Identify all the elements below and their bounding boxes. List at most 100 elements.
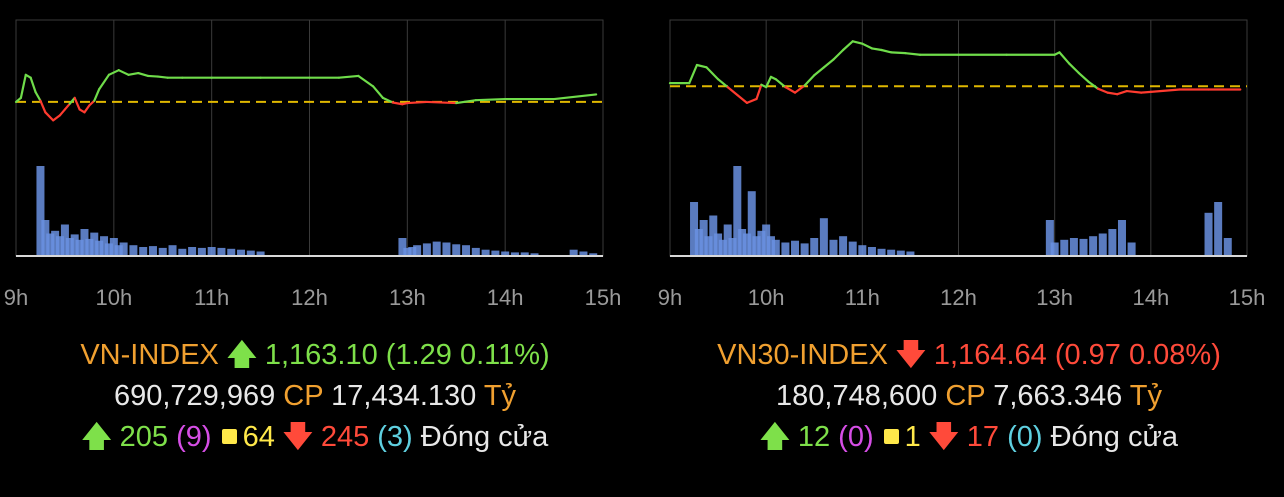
volume-bar xyxy=(1214,202,1223,256)
decliners-count: 17 xyxy=(966,421,1000,453)
price-segment xyxy=(813,66,825,77)
price-segment xyxy=(1125,89,1143,94)
volume-bar xyxy=(781,242,790,256)
market-status: Đóng cửa xyxy=(420,421,549,453)
volume-bar xyxy=(520,252,529,256)
volume-bar xyxy=(207,247,216,256)
vn30-index-chart: 9h 10h 11h 12h 13h 14h 15h xyxy=(658,19,1265,310)
volume-bar xyxy=(75,239,84,256)
volume-bar xyxy=(501,251,510,256)
price-segment xyxy=(842,40,854,52)
price-segment xyxy=(29,76,37,94)
volume-bar xyxy=(158,247,167,256)
arrow-up-icon: 🡅 xyxy=(81,421,112,453)
volume-bar xyxy=(36,166,45,256)
volume-bar xyxy=(197,247,206,256)
volume-bar xyxy=(51,230,60,256)
turnover-value: 17,434.130 xyxy=(331,380,477,412)
vn-index-line3: 🡅 205 (9) 64 🡇 245 (3) Đóng cửa xyxy=(0,417,630,457)
x-tick-label: 12h xyxy=(291,285,328,310)
price-segment xyxy=(774,78,787,89)
price-segment xyxy=(784,86,797,94)
volume-bar xyxy=(709,215,718,256)
volume-bar xyxy=(85,238,94,256)
price-segment xyxy=(391,101,404,106)
price-segment xyxy=(381,96,394,104)
decliners-count: 245 xyxy=(320,421,370,453)
volume-bar xyxy=(481,249,490,256)
price-segment xyxy=(93,88,101,102)
price-segment xyxy=(425,100,458,105)
volume-bar xyxy=(848,241,857,256)
price-segment xyxy=(39,99,47,114)
volume-bar xyxy=(877,248,886,256)
index-name: VN-INDEX xyxy=(80,339,219,371)
x-tick-label: 15h xyxy=(585,285,622,310)
vn30-index-line1: VN30-INDEX 🡇 1,164.64 (0.97 0.08%) xyxy=(654,335,1284,375)
x-tick-label: 10h xyxy=(95,285,132,310)
price-segment xyxy=(765,75,773,89)
price-segment xyxy=(474,97,507,102)
advancers-count: 205 xyxy=(119,421,169,453)
turnover-unit: Tỷ xyxy=(483,380,517,412)
volume-bar xyxy=(60,224,69,256)
vn-index-line2: 690,729,969 CP 17,434.130 Tỷ xyxy=(0,376,630,416)
volume-bar xyxy=(119,242,128,256)
volume-bar xyxy=(704,236,713,256)
volume-bar xyxy=(579,251,588,256)
volume-bar xyxy=(694,229,703,256)
x-tick-label: 13h xyxy=(1036,285,1073,310)
price-segment xyxy=(107,69,120,76)
turnover-unit: Tỷ xyxy=(1129,380,1162,412)
advancers-count: 12 xyxy=(797,421,831,453)
vn30-index-panel: 9h 10h 11h 12h 13h 14h 15h VN30-INDEX 🡇 1,164.… xyxy=(654,0,1284,497)
price-segment xyxy=(73,96,81,111)
volume-bar xyxy=(569,249,578,256)
volume-unit: CP xyxy=(283,380,324,412)
volume-bar xyxy=(432,241,441,256)
volume-bar xyxy=(819,218,828,256)
volume-bar xyxy=(742,233,751,256)
price-segment xyxy=(904,52,922,56)
volume-bar xyxy=(109,238,118,256)
volume-bar xyxy=(747,191,756,256)
x-tick-label: 12h xyxy=(940,285,977,310)
x-tick-label: 14h xyxy=(1132,285,1169,310)
volume-bar xyxy=(408,247,417,256)
price-segment xyxy=(1067,62,1080,74)
volume-bar xyxy=(1079,238,1088,256)
volume-bar xyxy=(452,244,461,256)
arrow-up-icon: 🡅 xyxy=(759,421,790,453)
price-segment xyxy=(1077,71,1090,83)
volume-bar xyxy=(41,220,50,256)
volume-bar xyxy=(589,253,598,256)
volume-bar xyxy=(237,249,246,256)
volume-bar xyxy=(462,245,471,256)
price-segment xyxy=(755,83,763,101)
volume-bar xyxy=(1050,242,1059,256)
unchanged-count: 1 xyxy=(904,421,921,453)
volume-bar xyxy=(800,243,809,256)
volume-bar xyxy=(1045,220,1054,256)
volume-bar xyxy=(829,239,838,256)
volume-bar xyxy=(1223,238,1232,256)
price-segment xyxy=(406,100,428,105)
volume-bar xyxy=(188,247,197,256)
x-tick-label: 10h xyxy=(748,285,785,310)
x-tick-label: 13h xyxy=(389,285,426,310)
volume-bar xyxy=(114,245,123,256)
ceiling-count: (9) xyxy=(176,421,212,453)
volume-bar xyxy=(139,247,148,256)
price-segment xyxy=(822,58,835,69)
vn-index-panel: 9h 10h 11h 12h 13h 14h 15h VN-INDEX 🡅 1,163.10… xyxy=(0,0,630,497)
volume-value: 180,748,600 xyxy=(776,380,938,412)
price-segment xyxy=(1087,80,1100,90)
volume-bar xyxy=(246,250,255,256)
price-segment xyxy=(156,75,169,79)
volume-bar xyxy=(1108,229,1117,256)
volume-bar xyxy=(104,243,113,256)
price-segment xyxy=(803,74,816,87)
x-tick-label: 9h xyxy=(658,285,682,310)
price-segment xyxy=(851,40,864,45)
volume-bar xyxy=(491,250,500,256)
